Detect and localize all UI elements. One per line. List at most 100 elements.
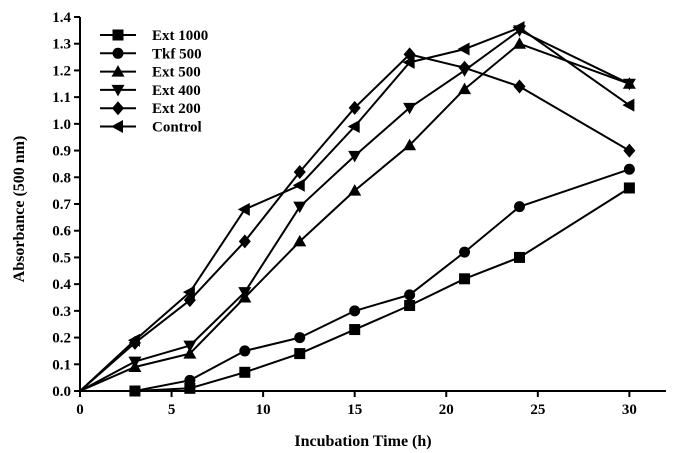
y-tick-label: 1.4 <box>52 10 71 26</box>
series-line <box>79 42 630 392</box>
data-point <box>403 102 417 115</box>
data-point <box>239 345 251 357</box>
legend-marker <box>112 29 124 41</box>
data-point <box>347 120 360 134</box>
legend-label: Tkf 500 <box>152 46 202 62</box>
data-point <box>458 60 471 75</box>
y-tick-label: 0.7 <box>52 197 71 213</box>
series-control <box>79 21 635 392</box>
legend: Ext 1000 Tkf 500 Ext 500 Ext 400 Ext 200 Cont… <box>100 28 208 136</box>
data-point <box>458 82 472 95</box>
legend-marker <box>112 47 124 59</box>
legend-marker <box>111 84 125 97</box>
data-point <box>348 100 361 115</box>
data-point <box>404 289 416 301</box>
data-point <box>294 348 306 360</box>
series-layer <box>79 21 636 397</box>
data-point <box>459 246 471 258</box>
data-point <box>348 150 362 163</box>
data-point <box>184 382 196 394</box>
series-line <box>79 29 630 392</box>
data-point <box>623 163 635 175</box>
data-point <box>623 143 636 158</box>
y-tick-label: 1.2 <box>52 63 71 79</box>
data-point <box>513 37 526 49</box>
legend-label: Ext 1000 <box>152 28 208 44</box>
data-point <box>238 234 251 249</box>
data-point <box>293 234 307 247</box>
x-tick-label: 0 <box>76 402 84 418</box>
series-line <box>80 168 630 392</box>
y-tick-label: 0.8 <box>52 170 71 186</box>
y-tick-label: 0.9 <box>52 144 71 160</box>
y-tick-label: 0.2 <box>52 331 71 347</box>
data-point <box>404 300 416 312</box>
legend-entry: Ext 500 <box>100 65 201 81</box>
y-tick-label: 0.1 <box>52 357 71 373</box>
data-point <box>622 78 636 91</box>
series-line <box>79 26 630 392</box>
legend-marker <box>111 65 125 77</box>
data-point <box>128 356 142 369</box>
legend-entry: Ext 1000 <box>100 28 208 44</box>
data-point <box>457 42 470 56</box>
data-point <box>129 385 141 397</box>
legend-label: Ext 200 <box>152 101 201 117</box>
legend-entry: Ext 200 <box>100 101 201 117</box>
x-tick-label: 5 <box>168 402 176 418</box>
data-point <box>622 98 635 112</box>
x-axis-title: Incubation Time (h) <box>294 433 431 450</box>
data-point <box>127 333 140 347</box>
y-tick-label: 0.0 <box>52 384 71 400</box>
data-point <box>402 55 415 69</box>
x-tick-label: 30 <box>622 402 637 418</box>
series-ext-1000 <box>80 182 635 397</box>
y-tick-label: 0.3 <box>52 304 71 320</box>
data-point <box>513 79 526 94</box>
data-point <box>514 251 525 263</box>
data-point <box>183 340 197 353</box>
legend-entry: Tkf 500 <box>100 46 202 62</box>
data-point <box>184 374 196 386</box>
series-line <box>80 187 630 392</box>
x-tick-label: 25 <box>530 402 545 418</box>
legend-marker <box>112 101 124 116</box>
x-tick-label: 10 <box>256 402 271 418</box>
y-tick-label: 0.4 <box>52 277 71 293</box>
y-tick-label: 1.3 <box>52 37 71 53</box>
data-point <box>293 164 306 179</box>
data-point <box>237 202 250 216</box>
y-tick-label: 1.0 <box>52 117 71 133</box>
data-point <box>514 201 525 213</box>
legend-entry: Ext 400 <box>100 83 201 99</box>
y-tick-label: 0.5 <box>52 250 71 266</box>
legend-label: Control <box>152 120 202 136</box>
series-line <box>79 53 630 392</box>
data-point <box>403 138 417 151</box>
data-point <box>459 273 471 285</box>
data-point <box>349 305 361 317</box>
legend-label: Ext 400 <box>152 83 201 99</box>
data-point <box>238 287 252 299</box>
series-ext-200 <box>79 47 636 392</box>
x-tick-label: 15 <box>347 402 362 418</box>
data-point <box>293 201 307 214</box>
y-tick-label: 0.6 <box>52 224 71 240</box>
axes: 0.0 0.1 0.2 0.3 0.4 0.5 0.6 0.7 0.8 0.9 1.0 1.1 1.2 1… <box>52 10 637 418</box>
data-point <box>183 347 197 359</box>
legend-label: Ext 500 <box>152 65 201 81</box>
data-point <box>349 324 361 336</box>
data-point <box>294 332 306 344</box>
data-point <box>292 178 305 192</box>
y-axis-title: Absorbance (500 nm) <box>11 136 28 283</box>
data-point <box>348 184 362 196</box>
data-point <box>182 285 195 299</box>
legend-marker <box>111 120 123 133</box>
y-tick-label: 1.1 <box>52 90 71 106</box>
data-point <box>239 366 251 378</box>
data-point <box>623 182 635 194</box>
legend-entry: Control <box>100 120 202 136</box>
series-tkf-500 <box>80 163 635 397</box>
x-tick-label: 20 <box>439 402 454 418</box>
